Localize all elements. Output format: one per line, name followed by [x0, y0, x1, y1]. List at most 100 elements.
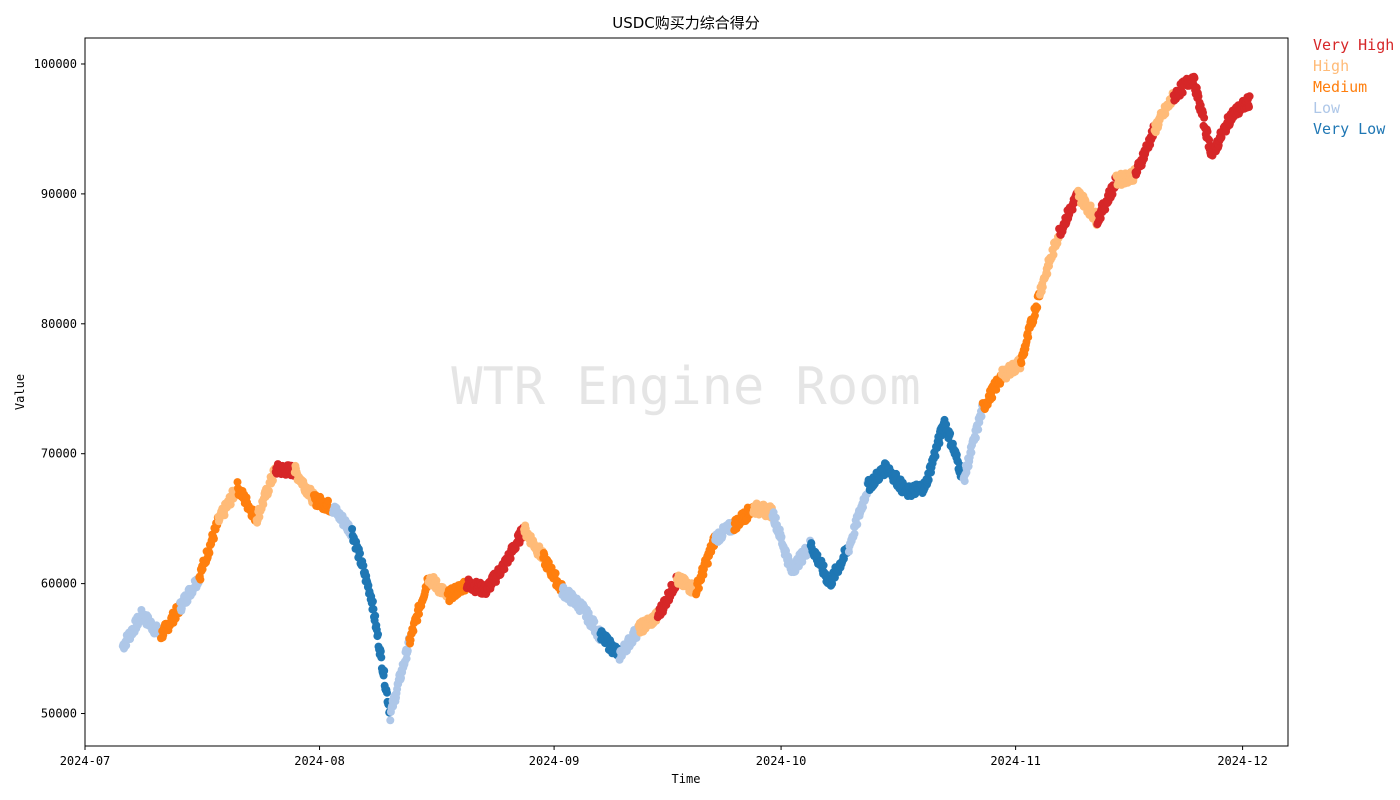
data-point [960, 477, 969, 486]
plot-frame [84, 37, 1289, 747]
data-point [956, 461, 965, 470]
data-point [1205, 136, 1214, 145]
data-point [1178, 88, 1187, 97]
y-tick-label: 70000 [41, 447, 77, 461]
data-point [946, 429, 955, 438]
data-point [1017, 359, 1026, 368]
data-point [935, 439, 944, 448]
data-point [1245, 103, 1253, 111]
data-point [1024, 333, 1033, 342]
data-point [500, 565, 509, 574]
data-point [551, 569, 560, 578]
data-point [356, 549, 364, 558]
data-point [813, 550, 822, 559]
legend-item-high: High [1313, 57, 1350, 75]
data-point [413, 616, 422, 625]
data-point [1245, 92, 1254, 101]
data-point [324, 496, 332, 505]
data-point [1033, 303, 1042, 312]
legend-item-low: Low [1313, 99, 1341, 117]
y-tick-label: 50000 [41, 707, 77, 721]
x-axis: 2024-07 2024-08 2024-09 2024-10 2024-11 2024-… [60, 746, 1268, 768]
data-point [209, 534, 218, 543]
data-point [1096, 214, 1105, 223]
x-tick-label: 2024-11 [990, 754, 1041, 768]
data-point [1190, 74, 1199, 83]
data-point [1200, 113, 1209, 122]
legend-item-very-low: Very Low [1313, 120, 1386, 138]
data-point [359, 561, 368, 570]
data-point [1101, 205, 1110, 214]
data-point [1086, 201, 1095, 210]
data-point [233, 478, 242, 487]
data-point [220, 511, 229, 520]
x-tick-label: 2024-07 [60, 754, 111, 768]
data-point [386, 716, 395, 725]
data-point [924, 476, 933, 484]
data-point [974, 425, 983, 434]
data-point [952, 450, 961, 459]
x-axis-label: Time [672, 772, 701, 786]
data-point [777, 533, 786, 541]
data-point [368, 597, 377, 606]
data-point [1068, 205, 1077, 214]
data-point [122, 641, 131, 650]
chart-watermark: WTR Engine Room [451, 357, 921, 417]
data-point [699, 570, 708, 579]
data-point [506, 554, 515, 563]
data-point [159, 630, 168, 639]
data-point [364, 581, 373, 590]
data-point [977, 412, 986, 421]
data-point [590, 617, 599, 626]
data-point [383, 688, 391, 697]
legend-item-medium: Medium [1313, 78, 1368, 96]
data-point [415, 610, 423, 619]
data-point [377, 653, 386, 662]
data-point [1049, 250, 1058, 259]
data-point [371, 611, 380, 620]
data-point [988, 393, 997, 402]
data-point [850, 529, 859, 538]
data-point [268, 476, 277, 485]
y-axis: 50000 60000 70000 80000 90000 100000 [34, 57, 85, 721]
data-point [374, 630, 382, 639]
y-tick-label: 60000 [41, 577, 77, 591]
y-tick-label: 100000 [34, 57, 77, 71]
data-point [409, 627, 418, 636]
data-point [771, 513, 780, 522]
data-points [118, 72, 1254, 725]
data-point [931, 452, 940, 461]
data-point [942, 420, 951, 429]
data-point [1043, 269, 1052, 278]
chart-title: USDC购买力综合得分 [612, 14, 760, 32]
data-point [348, 525, 357, 533]
data-point [380, 666, 389, 675]
data-point [1194, 92, 1203, 101]
data-point [369, 605, 378, 614]
y-tick-label: 90000 [41, 187, 77, 201]
x-tick-label: 2024-09 [529, 754, 580, 768]
data-point [819, 561, 828, 570]
legend-item-very-high: Very High [1313, 36, 1395, 54]
data-point [694, 584, 703, 593]
x-tick-label: 2024-08 [294, 754, 345, 768]
y-axis-label: Value [13, 374, 27, 410]
data-point [205, 549, 214, 557]
data-point [859, 503, 867, 512]
legend: Very High High Medium Low Very Low [1313, 35, 1394, 140]
x-tick-label: 2024-10 [756, 754, 807, 768]
data-point [1203, 127, 1212, 136]
data-point [967, 448, 976, 457]
data-point [406, 636, 415, 645]
x-tick-label: 2024-12 [1217, 754, 1268, 768]
data-point [703, 559, 712, 568]
data-point [259, 500, 268, 509]
data-point [971, 433, 980, 442]
data-point [1108, 190, 1117, 199]
y-tick-label: 80000 [41, 317, 77, 331]
data-point [376, 647, 385, 656]
data-point [403, 646, 412, 655]
data-point [196, 575, 205, 584]
data-point [853, 520, 862, 529]
